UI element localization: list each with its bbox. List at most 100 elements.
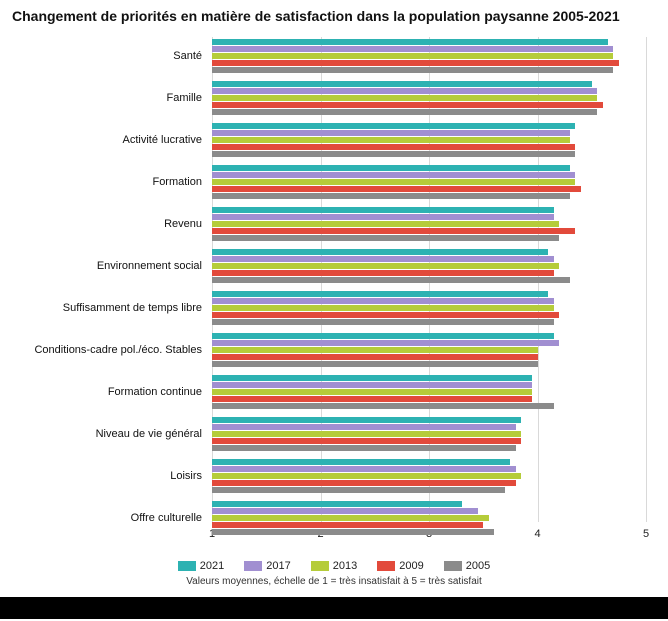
bar-y2013: [212, 515, 489, 521]
chart-title: Changement de priorités en matière de sa…: [12, 8, 656, 24]
category-label: Famille: [167, 92, 212, 104]
bar-y2017: [212, 256, 554, 262]
bar-y2021: [212, 375, 532, 381]
bar-y2005: [212, 235, 559, 241]
bar-y2009: [212, 312, 559, 318]
category-label: Offre culturelle: [131, 512, 212, 524]
footer-blackbar: [0, 597, 668, 619]
category-label: Suffisamment de temps libre: [63, 302, 212, 314]
bar-y2021: [212, 291, 548, 297]
legend-swatch: [377, 561, 395, 571]
bar-y2005: [212, 487, 505, 493]
bar-y2005: [212, 361, 538, 367]
bar-y2009: [212, 354, 538, 360]
bar-y2017: [212, 88, 597, 94]
category-label: Conditions-cadre pol./éco. Stables: [34, 344, 212, 356]
category-group: Activité lucrative: [212, 123, 646, 157]
category-label: Revenu: [164, 218, 212, 230]
chart-container: Changement de priorités en matière de sa…: [0, 0, 668, 597]
category-label: Environnement social: [97, 260, 212, 272]
bar-y2017: [212, 214, 554, 220]
bar-y2009: [212, 60, 619, 66]
bar-y2017: [212, 172, 575, 178]
category-group: Conditions-cadre pol./éco. Stables: [212, 333, 646, 367]
legend-swatch: [244, 561, 262, 571]
legend-item: 2017: [244, 560, 290, 572]
bar-y2013: [212, 389, 532, 395]
category-label: Formation: [152, 176, 212, 188]
legend-label: 2009: [399, 560, 423, 572]
legend-label: 2013: [333, 560, 357, 572]
legend-label: 2017: [266, 560, 290, 572]
bar-y2021: [212, 249, 548, 255]
bar-y2021: [212, 39, 608, 45]
bar-y2021: [212, 501, 462, 507]
category-group: Niveau de vie général: [212, 417, 646, 451]
bar-y2013: [212, 95, 597, 101]
bar-y2021: [212, 81, 592, 87]
bar-y2005: [212, 109, 597, 115]
category-label: Formation continue: [108, 386, 212, 398]
bar-y2009: [212, 396, 532, 402]
bar-y2009: [212, 480, 516, 486]
bar-y2017: [212, 298, 554, 304]
chart-plot-wrap: 12345SantéFamilleActivité lucrativeForma…: [12, 32, 656, 552]
bar-y2021: [212, 417, 521, 423]
bar-y2021: [212, 123, 575, 129]
bar-y2005: [212, 403, 554, 409]
legend-item: 2005: [444, 560, 490, 572]
bar-y2005: [212, 529, 494, 535]
category-group: Loisirs: [212, 459, 646, 493]
category-group: Famille: [212, 81, 646, 115]
bar-y2021: [212, 459, 510, 465]
gridline: [646, 37, 647, 522]
bar-y2005: [212, 151, 575, 157]
bar-y2009: [212, 522, 483, 528]
bar-y2005: [212, 193, 570, 199]
bar-y2009: [212, 438, 521, 444]
bar-y2005: [212, 67, 613, 73]
category-group: Formation continue: [212, 375, 646, 409]
chart-plot-area: 12345SantéFamilleActivité lucrativeForma…: [212, 37, 646, 522]
bar-y2013: [212, 179, 575, 185]
bar-y2009: [212, 228, 575, 234]
bar-y2017: [212, 130, 570, 136]
bar-y2017: [212, 340, 559, 346]
category-label: Activité lucrative: [123, 134, 212, 146]
category-group: Revenu: [212, 207, 646, 241]
legend-swatch: [311, 561, 329, 571]
bar-y2013: [212, 305, 554, 311]
bar-y2013: [212, 53, 613, 59]
chart-footnote: Valeurs moyennes, échelle de 1 = très in…: [12, 576, 656, 597]
category-group: Environnement social: [212, 249, 646, 283]
legend-label: 2005: [466, 560, 490, 572]
bar-y2017: [212, 424, 516, 430]
category-label: Santé: [173, 50, 212, 62]
legend-label: 2021: [200, 560, 224, 572]
bar-y2009: [212, 102, 603, 108]
category-label: Niveau de vie général: [96, 428, 212, 440]
bar-y2021: [212, 207, 554, 213]
legend-swatch: [444, 561, 462, 571]
bar-y2009: [212, 144, 575, 150]
bar-y2005: [212, 319, 554, 325]
bar-y2017: [212, 46, 613, 52]
category-group: Formation: [212, 165, 646, 199]
bar-y2013: [212, 137, 570, 143]
category-group: Santé: [212, 39, 646, 73]
category-group: Suffisamment de temps libre: [212, 291, 646, 325]
bar-y2013: [212, 473, 521, 479]
bar-y2017: [212, 382, 532, 388]
bar-y2021: [212, 333, 554, 339]
bar-y2005: [212, 445, 516, 451]
category-group: Offre culturelle: [212, 501, 646, 535]
bar-y2021: [212, 165, 570, 171]
bar-y2013: [212, 221, 559, 227]
legend-item: 2021: [178, 560, 224, 572]
legend-item: 2009: [377, 560, 423, 572]
chart-legend: 2021 2017 2013 2009 2005: [12, 552, 656, 576]
category-label: Loisirs: [170, 470, 212, 482]
legend-item: 2013: [311, 560, 357, 572]
bar-y2009: [212, 186, 581, 192]
bar-y2009: [212, 270, 554, 276]
